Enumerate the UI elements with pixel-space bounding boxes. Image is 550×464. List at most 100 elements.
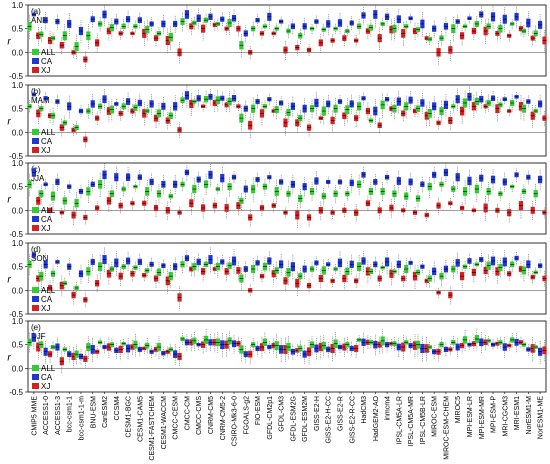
box-ca — [125, 10, 131, 29]
box-ca — [502, 7, 507, 33]
box-xj — [248, 284, 253, 298]
box-xj — [354, 274, 359, 288]
x-tick-label: MRI-ESM1 — [514, 396, 521, 430]
box-all — [156, 27, 162, 41]
box-all — [415, 190, 421, 208]
box-ca — [337, 251, 343, 276]
box-all — [109, 262, 114, 277]
box-ca — [231, 170, 237, 185]
box-xj — [330, 110, 335, 132]
box-all — [274, 179, 279, 205]
box-xj — [518, 21, 524, 37]
box-all — [27, 332, 32, 353]
box-xj — [59, 275, 64, 297]
box-xj — [224, 262, 229, 282]
box-all — [98, 254, 103, 280]
box-all — [321, 259, 326, 283]
box-all — [203, 13, 209, 28]
box-all — [392, 266, 397, 278]
box-all — [203, 257, 209, 273]
box-ca — [137, 94, 142, 113]
box-xj — [471, 337, 476, 352]
y-axis-label: r — [7, 37, 11, 48]
box-all — [486, 254, 491, 279]
box-all — [439, 177, 444, 192]
box-ca — [396, 170, 401, 193]
box-xj — [377, 117, 382, 134]
box-ca — [31, 247, 36, 263]
legend-label-ca: CA — [41, 295, 53, 304]
box-ca — [43, 253, 48, 277]
x-tick-label: MIROC-ESM — [432, 396, 439, 437]
box-xj — [389, 262, 394, 287]
legend-label-ca: CA — [41, 373, 53, 382]
box-ca — [184, 165, 190, 181]
box-xj — [83, 210, 88, 226]
box-all — [286, 335, 291, 360]
box-xj — [236, 101, 241, 113]
box-xj — [83, 350, 88, 369]
box-ca — [125, 92, 131, 112]
box-ca — [78, 264, 84, 284]
y-tick-label: 0.0 — [12, 128, 24, 137]
box-ca — [502, 337, 507, 359]
box-all — [74, 281, 79, 295]
box-ca — [514, 6, 519, 29]
box-all — [462, 179, 468, 205]
box-xj — [542, 110, 547, 127]
box-ca — [384, 250, 390, 276]
box-all — [427, 176, 432, 198]
box-all — [486, 18, 491, 35]
box-xj — [436, 287, 441, 299]
box-ca — [208, 8, 213, 27]
box-ca — [90, 253, 95, 271]
box-ca — [337, 341, 343, 354]
box-ca — [173, 15, 178, 34]
panel-label: (a) — [31, 7, 41, 16]
x-tick-label: MPI-ESM-MR — [479, 396, 486, 439]
box-all — [439, 100, 444, 123]
box-xj — [448, 197, 453, 210]
box-ca — [443, 163, 449, 184]
legend-label-all: ALL — [41, 286, 56, 295]
box-xj — [295, 40, 300, 56]
box-xj — [530, 105, 535, 128]
box-all — [345, 261, 350, 283]
box-xj — [518, 336, 524, 349]
box-ca — [326, 342, 331, 358]
box-all — [462, 329, 468, 352]
box-xj — [318, 201, 323, 221]
box-ca — [302, 344, 307, 365]
box-xj — [306, 44, 312, 57]
box-ca — [432, 20, 437, 39]
box-ca — [184, 5, 190, 28]
box-xj — [153, 109, 159, 129]
panel-label: (d) — [31, 245, 41, 254]
panel-label: (e) — [31, 323, 41, 332]
box-ca — [102, 341, 107, 354]
legend-swatch-xj — [32, 147, 39, 153]
box-xj — [271, 28, 276, 39]
box-all — [39, 335, 44, 355]
box-ca — [114, 13, 119, 31]
box-all — [368, 336, 373, 350]
box-all — [192, 16, 197, 30]
box-ca — [243, 100, 248, 118]
box-all — [145, 104, 150, 118]
box-all — [145, 337, 150, 355]
box-all — [427, 101, 432, 127]
box-ca — [526, 343, 531, 356]
box-all — [133, 261, 138, 275]
box-all — [62, 116, 67, 131]
box-ca — [31, 89, 36, 101]
box-xj — [507, 30, 512, 42]
box-xj — [295, 271, 300, 297]
box-xj — [401, 21, 406, 47]
box-xj — [401, 271, 406, 287]
box-ca — [455, 15, 460, 29]
box-xj — [507, 203, 512, 224]
box-ca — [67, 346, 72, 363]
box-ca — [384, 8, 390, 27]
box-all — [404, 20, 409, 33]
